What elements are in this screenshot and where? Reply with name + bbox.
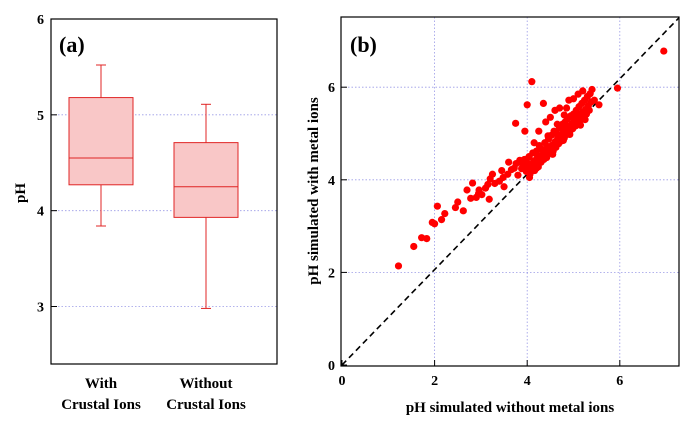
scatter-point — [553, 120, 561, 128]
panel-b: 0 2 4 6 0 2 4 6 (b) pH simulated without metal… — [306, 16, 680, 416]
scatter-point — [546, 113, 554, 121]
panel-a-frame — [50, 18, 278, 365]
scatter-point — [485, 195, 493, 203]
scatter-point — [512, 119, 520, 127]
scatter-point — [569, 95, 578, 103]
scatter-point — [523, 101, 531, 109]
scatter-point — [514, 171, 522, 179]
scatter-point — [549, 150, 557, 158]
scatter-point — [579, 87, 587, 95]
scatter-point — [576, 121, 585, 129]
panel-a-boxes — [68, 64, 239, 309]
scatter-point — [613, 84, 622, 92]
panel-b-points — [394, 47, 668, 270]
scatter-point — [525, 173, 534, 182]
scatter-point — [544, 132, 552, 140]
panel-a: 3 4 5 6 (a) pH With Crustal Ions Without Cr… — [13, 13, 278, 413]
y-tick-label: 5 — [37, 109, 44, 124]
scatter-point — [468, 179, 477, 187]
scatter-point — [431, 220, 439, 228]
scatter-point — [551, 106, 559, 114]
category-label-without-line1: Without — [179, 376, 232, 392]
scatter-point — [595, 101, 603, 109]
box-iqr — [68, 97, 134, 186]
scatter-point — [484, 180, 492, 189]
scatter-point — [566, 130, 574, 139]
scatter-point — [539, 99, 548, 108]
scatter-point — [394, 262, 403, 270]
panel-a-y-axis-title: pH — [13, 183, 29, 203]
panel-a-label: (a) — [59, 32, 85, 57]
one-to-one-reference-line — [341, 17, 680, 366]
x-tick-label: 2 — [431, 374, 438, 389]
scatter-point — [542, 118, 550, 126]
scatter-point — [660, 47, 668, 55]
scatter-point — [532, 164, 541, 172]
y-tick-label: 0 — [328, 359, 335, 374]
panel-b-label: (b) — [350, 32, 377, 57]
scatter-point — [474, 190, 483, 198]
scatter-point — [451, 203, 460, 212]
scatter-point — [463, 186, 471, 194]
scatter-point — [585, 106, 593, 114]
x-tick-label: 6 — [616, 374, 623, 389]
panel-a-gridlines — [51, 114, 277, 307]
x-tick-label: 0 — [339, 374, 346, 389]
scatter-point — [454, 198, 462, 206]
scatter-point — [437, 216, 446, 224]
scatter-point — [441, 209, 449, 218]
scatter-point — [423, 235, 431, 243]
category-label-with-line1: With — [85, 376, 118, 392]
scatter-point — [488, 170, 497, 178]
scatter-point — [467, 194, 475, 202]
scatter-point — [590, 96, 598, 104]
panel-b-y-ticks: 0 2 4 6 — [328, 81, 347, 374]
scatter-point — [581, 116, 589, 124]
scatter-point — [505, 158, 513, 166]
panel-b-y-axis-title: pH simulated with metal ions — [306, 97, 322, 285]
x-tick-label: 4 — [524, 374, 531, 389]
y-tick-label: 6 — [328, 81, 335, 96]
panel-b-gridlines — [341, 17, 679, 366]
box-iqr — [173, 142, 239, 218]
scatter-point — [498, 166, 506, 175]
category-label-with-line2: Crustal Ions — [61, 397, 141, 413]
category-label-without-line2: Crustal Ions — [166, 397, 246, 413]
y-tick-label: 2 — [328, 266, 335, 281]
panel-b-x-ticks: 0 2 4 6 — [339, 360, 623, 389]
scatter-point — [410, 242, 418, 251]
scatter-point — [521, 127, 529, 135]
y-tick-label: 4 — [328, 174, 335, 189]
scatter-point — [530, 139, 538, 147]
panel-b-x-axis-title: pH simulated without metal ions — [406, 400, 615, 416]
panel-a-y-ticks: 3 4 5 6 — [37, 13, 57, 316]
y-tick-label: 6 — [37, 13, 44, 28]
scatter-point — [588, 85, 596, 94]
scatter-point — [433, 202, 441, 210]
panel-b-frame — [340, 16, 680, 367]
scatter-point — [559, 136, 567, 145]
scatter-point — [528, 78, 536, 86]
scatter-point — [500, 183, 508, 191]
scatter-point — [459, 207, 467, 215]
y-tick-label: 3 — [37, 301, 44, 316]
scatter-point — [535, 127, 543, 135]
y-tick-label: 4 — [37, 205, 44, 220]
scatter-point — [562, 104, 571, 112]
scatter-point — [560, 111, 568, 119]
